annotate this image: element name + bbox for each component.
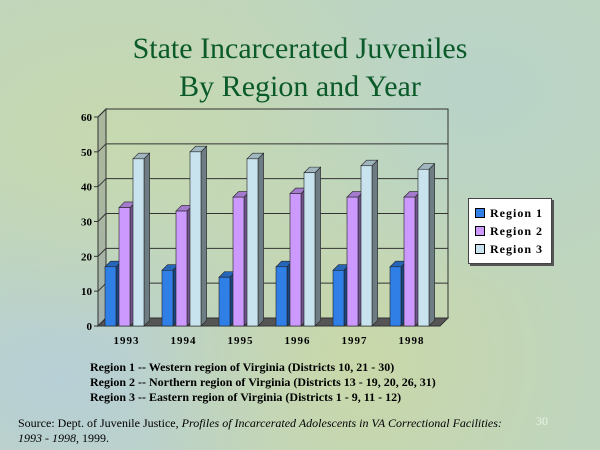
y-tick-label: 30 — [81, 217, 93, 229]
region-note-1: Region 1 -- Western region of Virginia (… — [90, 360, 436, 375]
source-suffix: , 1999. — [76, 431, 109, 445]
region-note-2: Region 2 -- Northern region of Virginia … — [90, 375, 436, 390]
bar-region-3-1996 — [304, 173, 315, 326]
source-citation: Source: Dept. of Juvenile Justice, Profi… — [18, 416, 518, 446]
bar-region-3-1997 — [361, 166, 372, 326]
bar-region-3-1995-side — [258, 153, 264, 326]
bar-region-2-1997 — [347, 197, 358, 326]
y-tick-label: 10 — [81, 286, 93, 298]
y-tick-label: 40 — [81, 182, 93, 194]
x-tick-label: 1996 — [285, 335, 311, 347]
legend-label-region-1: Region 1 — [490, 206, 543, 220]
legend-swatch-region-3 — [475, 244, 485, 254]
x-tick-label: 1993 — [114, 335, 140, 347]
bar-region-2-1996 — [290, 194, 301, 326]
legend-swatch-region-2 — [475, 226, 485, 236]
region-notes: Region 1 -- Western region of Virginia (… — [90, 360, 436, 405]
bar-region-1-1996 — [276, 267, 287, 326]
bar-region-2-1994 — [176, 211, 187, 326]
x-tick-label: 1997 — [342, 335, 368, 347]
legend-item-region-2: Region 2 — [475, 224, 543, 238]
source-prefix: Source: Dept. of Juvenile Justice, — [18, 416, 182, 430]
legend-label-region-2: Region 2 — [490, 224, 543, 238]
legend-item-region-3: Region 3 — [475, 242, 543, 256]
bar-region-1-1997 — [333, 270, 344, 326]
bar-region-1-1998 — [390, 267, 401, 326]
page-number: 30 — [536, 414, 548, 429]
legend-swatch-region-1 — [475, 208, 485, 218]
x-tick-label: 1994 — [171, 335, 197, 347]
bar-region-1-1994 — [162, 270, 173, 326]
legend-label-region-3: Region 3 — [490, 242, 543, 256]
x-tick-label: 1995 — [228, 335, 254, 347]
chart-legend: Region 1 Region 2 Region 3 — [468, 198, 552, 264]
region-note-3: Region 3 -- Eastern region of Virginia (… — [90, 390, 436, 405]
bar-region-3-1998 — [418, 169, 429, 326]
bar-region-3-1994-side — [201, 146, 207, 326]
bar-region-3-1993 — [133, 159, 144, 326]
bar-region-3-1997-side — [372, 160, 378, 326]
bar-region-2-1995 — [233, 197, 244, 326]
bar-region-3-1995 — [247, 159, 258, 326]
bar-region-3-1994 — [190, 152, 201, 326]
y-tick-label: 50 — [81, 147, 93, 159]
y-tick-label: 0 — [87, 321, 93, 333]
y-tick-label: 60 — [81, 112, 93, 124]
bar-region-2-1993 — [119, 208, 130, 326]
legend-item-region-1: Region 1 — [475, 206, 543, 220]
x-tick-label: 1998 — [399, 335, 425, 347]
bar-region-3-1993-side — [144, 153, 150, 326]
bar-region-2-1998 — [404, 197, 415, 326]
bar-region-1-1995 — [219, 277, 230, 326]
y-tick-label: 20 — [81, 251, 93, 263]
bar-region-3-1996-side — [315, 167, 321, 326]
bar-region-1-1993 — [105, 267, 116, 326]
bar-region-3-1998-side — [429, 164, 435, 326]
